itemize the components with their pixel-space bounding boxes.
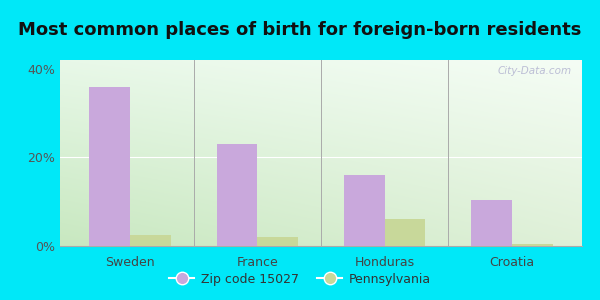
- Bar: [89, 87, 130, 246]
- Text: City-Data.com: City-Data.com: [497, 66, 572, 76]
- Bar: [257, 237, 298, 246]
- Bar: [385, 219, 425, 246]
- Bar: [344, 175, 385, 246]
- Bar: [512, 244, 553, 246]
- Legend: Zip code 15027, Pennsylvania: Zip code 15027, Pennsylvania: [164, 268, 436, 291]
- Bar: [471, 200, 512, 246]
- Bar: [217, 144, 257, 246]
- Text: Most common places of birth for foreign-born residents: Most common places of birth for foreign-…: [19, 21, 581, 39]
- Bar: [130, 235, 171, 246]
